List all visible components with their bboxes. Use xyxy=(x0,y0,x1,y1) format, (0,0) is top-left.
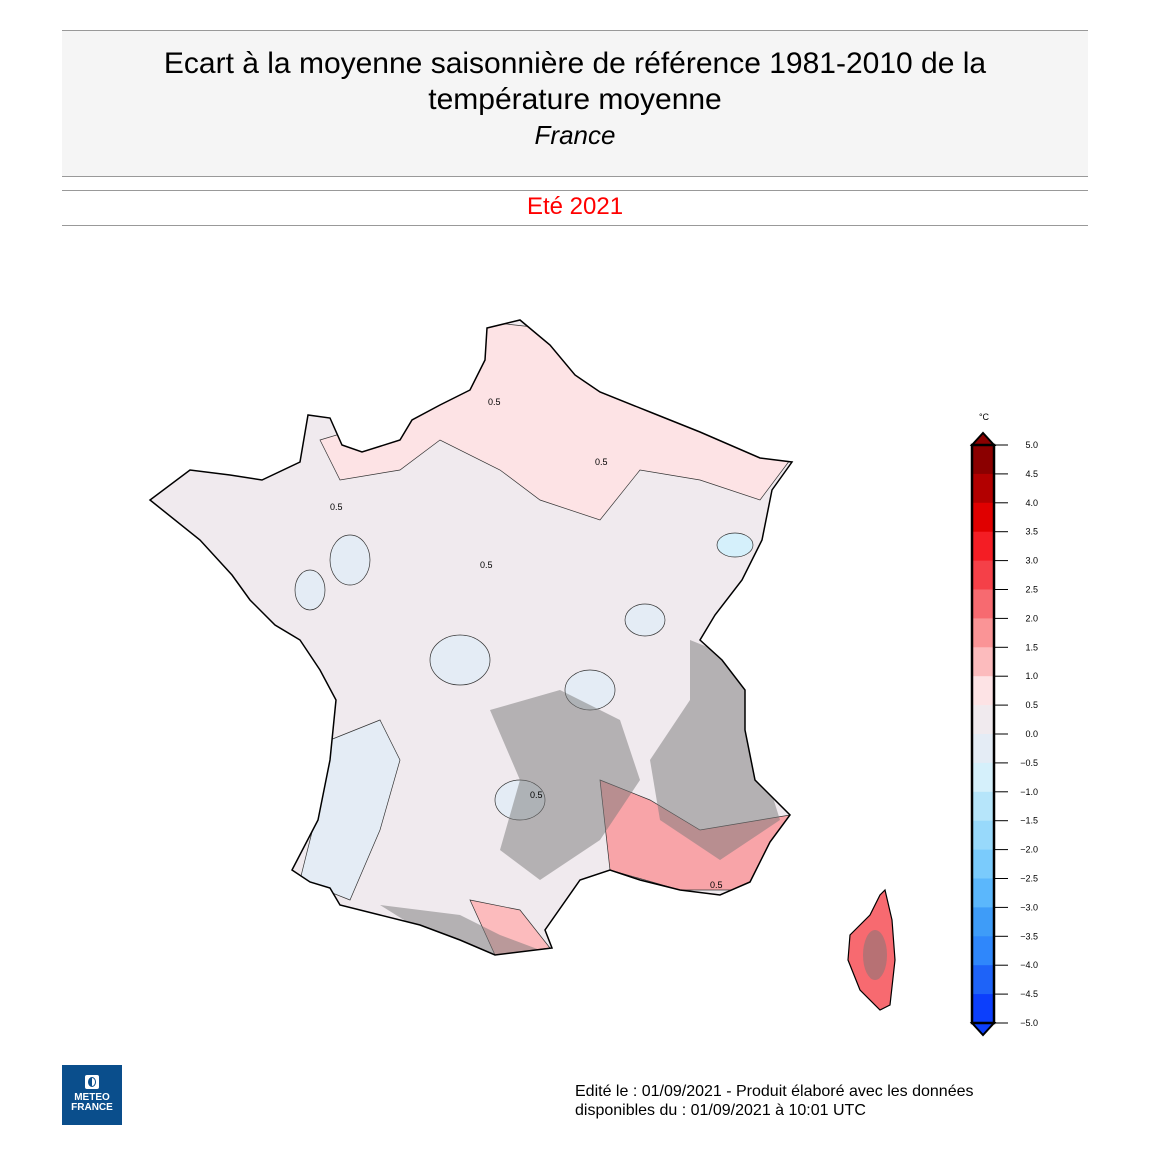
colorbar-tick-label: 2.5 xyxy=(1025,585,1038,595)
anomaly-field xyxy=(294,320,791,955)
colorbar-bin xyxy=(972,762,994,793)
colorbar-tick-label: −2.5 xyxy=(1020,874,1038,884)
footer-note: Edité le : 01/09/2021 - Produit élaboré … xyxy=(575,1082,974,1120)
colorbar-bin xyxy=(972,791,994,822)
colorbar-bin xyxy=(972,907,994,937)
colorbar-tick-label: −1.0 xyxy=(1020,787,1038,797)
colorbar-bin xyxy=(972,734,994,764)
contour-label: 0.5 xyxy=(710,880,723,890)
colorbar-bin xyxy=(972,676,994,706)
colorbar-tick-label: 4.5 xyxy=(1025,469,1038,479)
colorbar-tick-label: −2.0 xyxy=(1020,845,1038,855)
colorbar-tick-label: 0.5 xyxy=(1025,700,1038,710)
season-label: Eté 2021 xyxy=(526,193,624,220)
colorbar-bin xyxy=(972,560,994,590)
colorbar-tick-label: 0.0 xyxy=(1025,729,1038,739)
colorbar-tick-label: 1.0 xyxy=(1025,671,1038,681)
corsica-map xyxy=(847,888,896,1011)
contour-label: 0.5 xyxy=(595,457,608,467)
meteo-france-emblem-icon xyxy=(85,1075,99,1089)
footer-line-1: Edité le : 01/09/2021 - Produit élaboré … xyxy=(575,1083,974,1100)
colorbar-max-arrow xyxy=(969,431,997,446)
colorbar-tick-label: 3.0 xyxy=(1025,556,1038,566)
colorbar-bin xyxy=(972,965,994,995)
colorbar-min-arrow xyxy=(969,1022,997,1037)
meteo-france-logo: METEO FRANCE xyxy=(62,1065,122,1125)
relief-alps xyxy=(650,640,780,860)
colorbar-tick-label: −0.5 xyxy=(1020,758,1038,768)
colorbar-tick-label: −4.0 xyxy=(1020,960,1038,970)
colorbar-bin xyxy=(972,647,994,677)
colorbar-bin xyxy=(972,589,994,619)
colorbar-bin xyxy=(972,618,994,648)
colorbar-bin xyxy=(972,936,994,966)
logo-text-2: FRANCE xyxy=(71,1102,113,1113)
footer-line-2: disponibles du : 01/09/2021 à 10:01 UTC xyxy=(575,1102,866,1119)
colorbar-tick-label: 5.0 xyxy=(1025,440,1038,450)
contour-label: 0.5 xyxy=(480,560,493,570)
colorbar-tick-label: 4.0 xyxy=(1025,498,1038,508)
map-title: Ecart à la moyenne saisonnière de référe… xyxy=(163,47,987,116)
colorbar-bin xyxy=(972,849,994,879)
season-box: Eté 2021 xyxy=(62,190,1088,226)
logo-text-1: METEO xyxy=(74,1092,110,1103)
relief-massif-central xyxy=(490,690,640,880)
colorbar-bin xyxy=(972,878,994,908)
colorbar-bin xyxy=(972,445,994,475)
colorbar-bin xyxy=(972,473,994,504)
colorbar-tick-label: 2.0 xyxy=(1025,613,1038,623)
colorbar: 5.0 4.5 4.0 3.5 3.0 2.5 2.0 1.5 1.0 0.5 0.0 −0.5 −1.… xyxy=(969,412,1038,1037)
title-box: Ecart à la moyenne saisonnière de référe… xyxy=(62,30,1088,177)
colorbar-tick-label: −3.5 xyxy=(1020,931,1038,941)
colorbar-unit: °C xyxy=(979,412,990,422)
relief-pyrenees xyxy=(380,905,540,955)
contour-label: 0.5 xyxy=(488,397,501,407)
colorbar-tick-label: 3.5 xyxy=(1025,527,1038,537)
colorbar-bin xyxy=(972,994,994,1024)
france-border xyxy=(148,319,794,956)
colorbar-tick-label: −3.0 xyxy=(1020,902,1038,912)
france-map: 0.5 0.5 0.5 0.5 0.5 0.5 xyxy=(148,319,794,956)
colorbar-tick-label: −5.0 xyxy=(1020,1018,1038,1028)
colorbar-bin xyxy=(972,705,994,735)
contour-label: 0.5 xyxy=(530,790,543,800)
map-subtitle: France xyxy=(534,120,616,150)
colorbar-bin xyxy=(972,531,994,562)
colorbar-tick-label: −1.5 xyxy=(1020,816,1038,826)
colorbar-bin xyxy=(972,820,994,851)
colorbar-tick-label: −4.5 xyxy=(1020,989,1038,999)
colorbar-bin xyxy=(972,502,994,533)
colorbar-tick-label: 1.5 xyxy=(1025,642,1038,652)
contour-label: 0.5 xyxy=(330,502,343,512)
